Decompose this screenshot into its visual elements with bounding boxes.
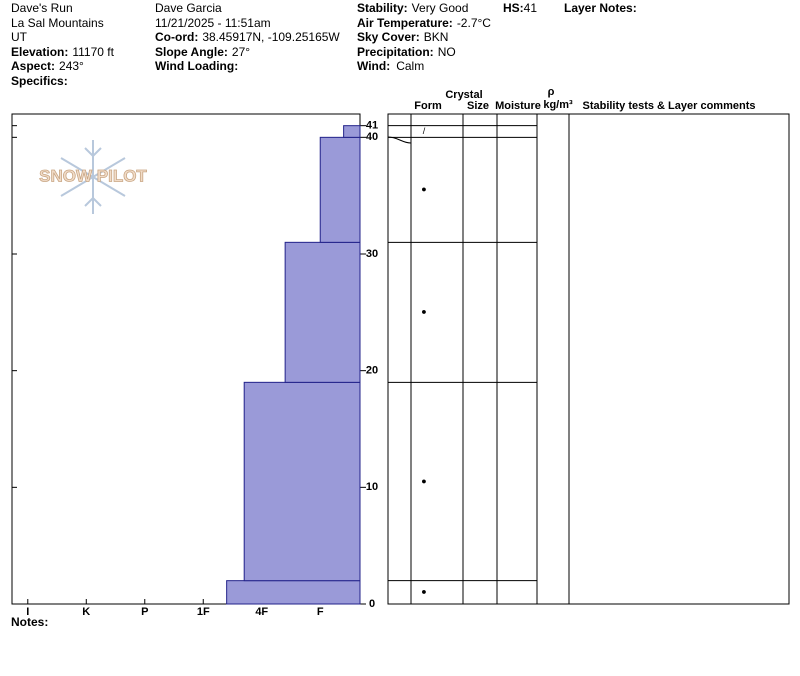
layer-bar <box>284 241 361 383</box>
logo-text: SNOW PILOT <box>39 166 147 185</box>
value: NO <box>438 45 456 59</box>
form-header: Form <box>414 100 442 112</box>
label: Elevation: <box>11 45 68 59</box>
table-header: Crystal Form Size Moisture ρ kg/m³ Stabi… <box>414 86 755 112</box>
crystal-form: ● <box>421 587 426 597</box>
moisture-header: Moisture <box>495 100 541 112</box>
y-tick-label: 30 <box>366 248 378 260</box>
density-unit: kg/m³ <box>543 99 573 111</box>
value: -2.7°C <box>457 16 491 30</box>
datetime: 11/21/2025 - 11:51am <box>155 16 271 30</box>
label: Slope Angle: <box>155 45 228 59</box>
value: 27° <box>232 45 250 59</box>
value: 11170 ft <box>72 45 114 59</box>
label: Co-ord: <box>155 30 198 44</box>
y-tick-label: 10 <box>366 481 378 493</box>
y-tick-label: 0 <box>369 598 375 610</box>
layer-bar <box>243 381 361 582</box>
crystal-header: Crystal <box>445 89 482 101</box>
specifics-label: Specifics: <box>11 74 68 88</box>
slope: Slope Angle: 27° <box>155 45 250 59</box>
y-tick-label: 41 <box>366 120 378 132</box>
crystal-form: ● <box>421 307 426 317</box>
range: La Sal Mountains <box>11 16 104 30</box>
value: 41 <box>524 1 538 15</box>
label: Air Temperature: <box>357 16 453 30</box>
sky: Sky Cover: BKN <box>357 30 448 44</box>
value: Calm <box>396 59 424 73</box>
connector <box>387 136 412 144</box>
x-tick-label: K <box>82 606 90 618</box>
layer-notes-label: Layer Notes: <box>564 1 637 15</box>
size-header: Size <box>467 100 489 112</box>
label: Wind: <box>357 59 390 73</box>
site: Dave's Run <box>11 1 73 15</box>
x-tick-label: F <box>317 606 324 618</box>
aspect: Aspect: 243° <box>11 59 84 73</box>
y-tick-label: 40 <box>366 131 378 143</box>
crystal-form: / <box>423 126 426 136</box>
label: Stability: <box>357 1 408 15</box>
observer: Dave Garcia <box>155 1 222 15</box>
value: Very Good <box>412 1 469 15</box>
x-tick-label: 1F <box>197 606 210 618</box>
label: Sky Cover: <box>357 30 420 44</box>
logo <box>60 140 126 214</box>
table-columns <box>410 114 570 604</box>
header: Dave's Run La Sal Mountains UT Elevation… <box>11 1 637 88</box>
layer-bar <box>226 580 361 605</box>
layer-bar <box>319 136 361 243</box>
crystal-form: ● <box>421 184 426 194</box>
y-tick-label: 20 <box>366 365 378 377</box>
layer-bar <box>343 125 361 138</box>
label: HS: <box>503 1 524 15</box>
precip: Precipitation: NO <box>357 45 456 59</box>
state: UT <box>11 30 28 44</box>
x-tick-label: P <box>141 606 148 618</box>
value: 38.45917N, -109.25165W <box>202 30 340 44</box>
notes-label: Notes: <box>11 615 48 629</box>
coord: Co-ord: 38.45917N, -109.25165W <box>155 30 340 44</box>
label: Precipitation: <box>357 45 434 59</box>
label: Aspect: <box>11 59 55 73</box>
elevation: Elevation: 11170 ft <box>11 45 115 59</box>
hs: HS:41 <box>503 1 537 15</box>
crystal-form: ● <box>421 476 426 486</box>
x-tick-label: I <box>26 606 29 618</box>
rho-header: ρ <box>548 86 555 98</box>
stability: Stability: Very Good <box>357 1 468 15</box>
table-frame <box>387 113 790 605</box>
value: 243° <box>59 59 84 73</box>
x-tick-label: 4F <box>255 606 268 618</box>
comments-header: Stability tests & Layer comments <box>582 100 755 112</box>
value: BKN <box>424 30 449 44</box>
wind: Wind: Calm <box>357 59 424 73</box>
wind-loading-label: Wind Loading: <box>155 59 238 73</box>
air-temp: Air Temperature: -2.7°C <box>357 16 491 30</box>
